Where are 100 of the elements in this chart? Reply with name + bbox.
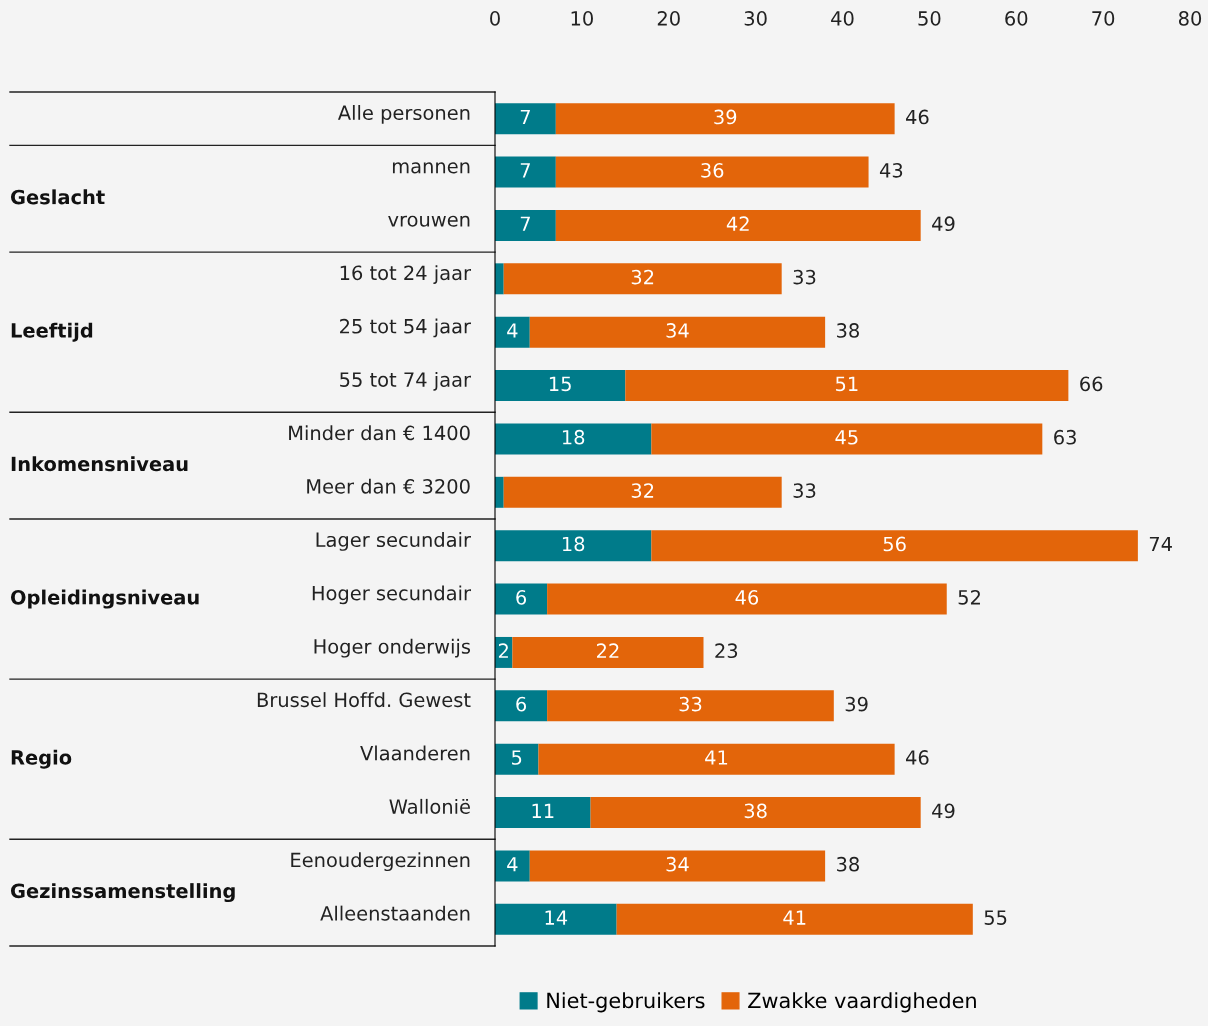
data-label: 2 [498, 643, 508, 658]
data-label: 46 [735, 590, 759, 605]
bar [495, 797, 591, 829]
bar [555, 209, 921, 241]
total-label: 66 [1080, 376, 1103, 392]
bar [495, 530, 652, 562]
bar [616, 903, 973, 935]
data-label: 51 [835, 376, 858, 392]
y-tick-label: 25 tot 54 jaar [340, 318, 471, 338]
data-label: 41 [783, 910, 806, 925]
data-label: 33 [679, 696, 702, 712]
x-tick-label: 30 [744, 11, 767, 26]
legend-label: Niet-gebruikers [547, 992, 705, 1013]
bar [547, 583, 947, 615]
x-tick-label: 40 [831, 11, 854, 26]
y-tick-label: 55 tot 74 jaar [340, 371, 471, 391]
y-tick-label: Lager secundair [316, 532, 471, 551]
total-label: 39 [845, 696, 868, 712]
bar [495, 476, 504, 508]
bar [495, 903, 617, 935]
bar [547, 690, 834, 722]
bar [495, 690, 548, 722]
y-tick-label: Meer dan € 3200 [307, 478, 470, 494]
data-label: 7 [520, 216, 530, 231]
text: Geslacht [10, 189, 105, 205]
data-label: 41 [705, 750, 728, 765]
total-label: 74 [1149, 536, 1172, 552]
data-label: 15 [549, 376, 571, 392]
bar [512, 636, 704, 668]
total-label: 46 [906, 109, 929, 125]
data-label: 38 [744, 803, 767, 819]
data-label: 6 [516, 696, 527, 712]
data-label: 22 [596, 643, 619, 658]
text: Gezinssamenstelling [10, 883, 235, 903]
bar [590, 797, 921, 829]
text: Regio [11, 749, 72, 769]
bar [651, 530, 1138, 562]
x-tick-label: 70 [1092, 11, 1115, 26]
data-label: 7 [520, 109, 530, 125]
data-label: 5 [512, 750, 522, 765]
bar [503, 263, 782, 295]
total-label: 33 [793, 269, 816, 285]
data-label: 32 [631, 483, 654, 498]
y-tick-label: Alle personen [337, 105, 470, 124]
bar [555, 156, 869, 188]
data-label: 34 [666, 323, 689, 338]
data-label: 14 [545, 910, 568, 925]
data-label: 7 [520, 163, 530, 178]
text: Opleidingsniveau [10, 589, 199, 609]
y-tick-label: 16 tot 24 jaar [340, 265, 471, 284]
total-label: 38 [837, 323, 859, 338]
data-label: 6 [516, 590, 527, 605]
total-label: 55 [984, 910, 1007, 925]
data-label: 4 [507, 857, 518, 872]
bar [495, 209, 556, 241]
data-label: 18 [562, 536, 585, 552]
total-label: 33 [793, 483, 816, 498]
total-label: 38 [837, 856, 859, 872]
x-tick-label: 20 [657, 11, 680, 26]
bar [495, 583, 548, 615]
y-tick-label: Hoger secundair [312, 585, 471, 605]
bar [495, 423, 652, 455]
data-label: 39 [714, 109, 737, 125]
data-label: 36 [701, 163, 724, 178]
y-tick-label: Vlaanderen [360, 745, 470, 761]
total-label: 49 [932, 216, 955, 232]
bar [625, 370, 1069, 402]
total-label: 63 [1054, 429, 1076, 445]
y-tick-label: Alleenstaanden [320, 905, 470, 921]
x-tick-label: 10 [571, 11, 593, 26]
data-label: 4 [507, 323, 518, 338]
legend-label: Zwakke vaardigheden [748, 992, 976, 1013]
bar [529, 316, 826, 348]
bar [538, 743, 895, 775]
bar [495, 316, 530, 348]
x-tick-label: 0 [490, 11, 500, 26]
y-tick-label: Minder dan € 1400 [289, 425, 470, 441]
x-tick-label: 60 [1005, 11, 1028, 26]
bar [495, 156, 556, 188]
text: Inkomensniveau [11, 456, 188, 472]
text: Leeftijd [11, 322, 93, 342]
total-label: 23 [715, 643, 738, 659]
total-label: 52 [958, 590, 980, 605]
y-tick-label: Wallonië [389, 798, 470, 814]
bar [495, 743, 539, 775]
bar [495, 103, 556, 135]
bar [495, 370, 626, 402]
data-label: 32 [631, 269, 654, 285]
total-label: 49 [932, 803, 955, 819]
data-label: 11 [532, 803, 554, 818]
bar [651, 423, 1043, 455]
y-tick-label: Brussel Hoffd. Gewest [257, 692, 471, 708]
data-label: 56 [883, 536, 906, 552]
total-label: 46 [906, 750, 929, 765]
bar [503, 476, 782, 508]
data-label: 18 [562, 429, 585, 445]
bar [495, 850, 530, 882]
y-tick-label: Eenoudergezinnen [291, 852, 470, 872]
bar [555, 103, 895, 135]
bar [495, 263, 504, 295]
